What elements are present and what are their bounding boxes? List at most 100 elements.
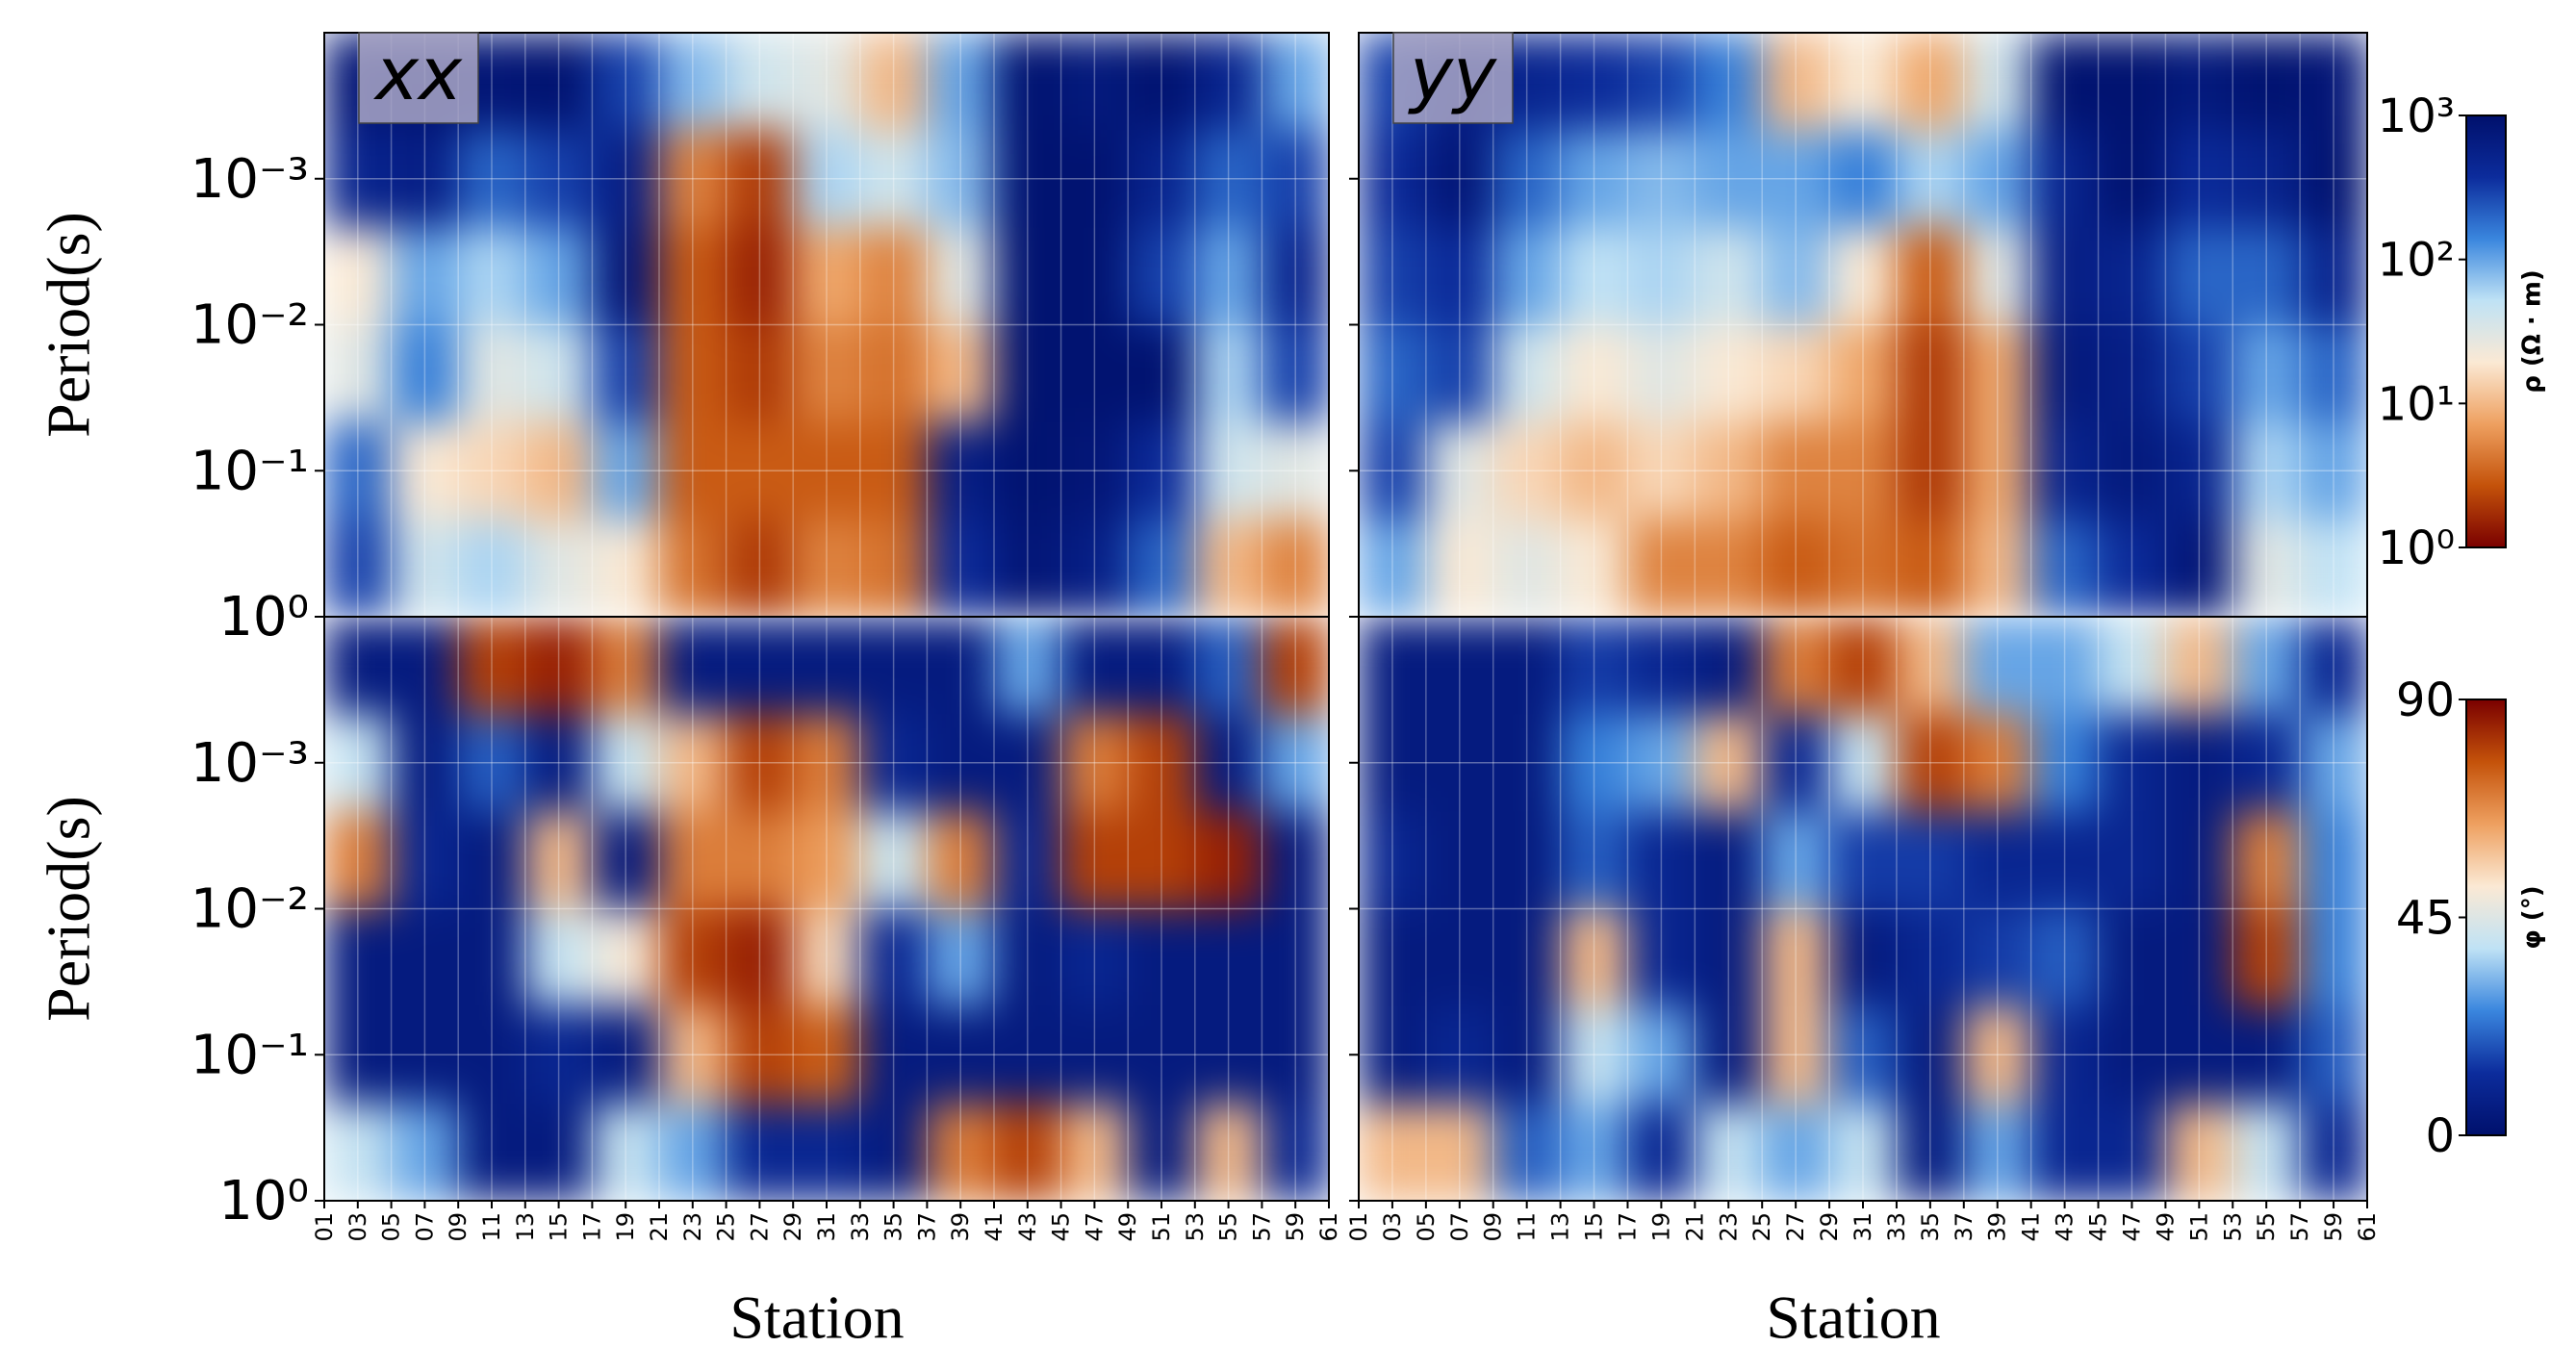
heatmap-cell: [458, 714, 526, 813]
x-tick-label: 15: [1581, 1212, 1608, 1242]
heatmap-cell: [1060, 130, 1130, 229]
x-tick-label: 31: [1849, 1212, 1876, 1242]
heatmap-cell: [2232, 33, 2302, 132]
x-tick-label: 25: [713, 1212, 740, 1242]
heatmap-cell: [659, 227, 727, 326]
heatmap-cell: [1359, 130, 1427, 229]
heatmap-cell: [659, 324, 727, 423]
heatmap-cell: [793, 519, 861, 617]
heatmap-cell: [2098, 714, 2167, 813]
heatmap-cell: [1963, 1005, 2032, 1105]
heatmap-cell: [927, 617, 995, 716]
heatmap-cell: [1829, 1103, 1898, 1201]
heatmap-cell: [1560, 324, 1629, 423]
heatmap-cell: [994, 519, 1062, 617]
heatmap-cell: [793, 130, 861, 229]
heatmap-cell: [391, 130, 460, 229]
heatmap-cell: [1829, 1005, 1898, 1105]
heatmap-cell: [2300, 519, 2367, 617]
heatmap-cell: [1425, 1005, 1494, 1105]
heatmap-cell: [994, 421, 1062, 521]
colorbar-tick-label: 90: [2396, 673, 2455, 727]
heatmap-cell: [659, 421, 727, 521]
heatmap-cell: [524, 1005, 594, 1105]
heatmap-cell: [324, 519, 393, 617]
heatmap-cell: [1425, 421, 1494, 521]
heatmap-cell: [1194, 130, 1263, 229]
heatmap-cell: [1896, 714, 1965, 813]
heatmap-cell: [793, 908, 861, 1007]
heatmap-cell: [458, 130, 526, 229]
heatmap-cell: [524, 130, 594, 229]
heatmap-cell: [1425, 1103, 1494, 1201]
x-tick-label: 45: [2085, 1212, 2112, 1242]
heatmap-cell: [2165, 714, 2234, 813]
colorbar: [2465, 114, 2507, 548]
heatmap-cell: [458, 811, 526, 910]
heatmap-cell: [2030, 130, 2100, 229]
y-tick-label: 10⁻¹: [191, 1024, 309, 1086]
x-tick-label: 03: [344, 1212, 371, 1242]
heatmap-cell: [592, 130, 660, 229]
heatmap-cells: [1359, 33, 2367, 617]
heatmap-cell: [1359, 421, 1427, 521]
x-tick-label: 05: [378, 1212, 405, 1242]
heatmap-cell: [994, 324, 1062, 423]
heatmap-cell: [726, 519, 795, 617]
heatmap-cell: [324, 227, 393, 326]
heatmap-cell: [859, 714, 929, 813]
x-tick-label: 51: [1148, 1212, 1175, 1242]
heatmap-cell: [1762, 519, 1831, 617]
heatmap-cell: [324, 324, 393, 423]
x-tick-label: 25: [1748, 1212, 1775, 1242]
heatmap-cell: [1627, 227, 1696, 326]
heatmap-cell: [2098, 519, 2167, 617]
heatmap-cell: [726, 908, 795, 1007]
heatmap-cell: [1194, 421, 1263, 521]
heatmap-cell: [1560, 908, 1629, 1007]
heatmap-cell: [592, 33, 660, 132]
heatmap-cell: [793, 1005, 861, 1105]
y-tick-label: 10⁰: [218, 586, 309, 648]
heatmap-cell: [2098, 227, 2167, 326]
y-tick-label: 10⁻²: [191, 878, 309, 941]
x-tick-label: 39: [947, 1212, 974, 1242]
heatmap-cell: [1627, 908, 1696, 1007]
heatmap-cell: [2300, 421, 2367, 521]
heatmap-cell: [2030, 811, 2100, 910]
x-axis-label: Station: [729, 1283, 904, 1352]
heatmap-cell: [1695, 519, 1764, 617]
heatmap-cell: [1829, 617, 1898, 716]
heatmap-cell: [592, 617, 660, 716]
colorbar-label: φ (°): [2518, 885, 2547, 949]
heatmap-cell: [1359, 908, 1427, 1007]
heatmap-cell: [2232, 1005, 2302, 1105]
x-tick-label: 11: [1514, 1212, 1541, 1242]
heatmap-cell: [1359, 1103, 1427, 1201]
heatmap-cell: [1262, 908, 1329, 1007]
x-tick-label: 27: [746, 1212, 773, 1242]
x-tick-label: 61: [2354, 1212, 2381, 1242]
heatmap-cell: [1492, 130, 1562, 229]
heatmap-cell: [1627, 1005, 1696, 1105]
heatmap-cell: [1560, 519, 1629, 617]
heatmap-cell: [793, 324, 861, 423]
x-tick-label: 21: [1681, 1212, 1708, 1242]
heatmap-cell: [1262, 714, 1329, 813]
heatmap-cell: [1425, 811, 1494, 910]
heatmap-cell: [1695, 130, 1764, 229]
heatmap-cell: [1896, 617, 1965, 716]
heatmap-cell: [793, 227, 861, 326]
heatmap-cell: [927, 908, 995, 1007]
heatmap-cell: [1560, 617, 1629, 716]
heatmap-cell: [1829, 227, 1898, 326]
heatmap-cell: [2098, 617, 2167, 716]
x-tick-label: 23: [679, 1212, 706, 1242]
heatmap-cell: [2098, 324, 2167, 423]
heatmap-cell: [592, 324, 660, 423]
heatmap-cell: [1560, 811, 1629, 910]
heatmap-cell: [391, 1005, 460, 1105]
heatmap-cell: [2300, 324, 2367, 423]
heatmap-cell: [927, 1103, 995, 1201]
heatmap-cell: [324, 130, 393, 229]
